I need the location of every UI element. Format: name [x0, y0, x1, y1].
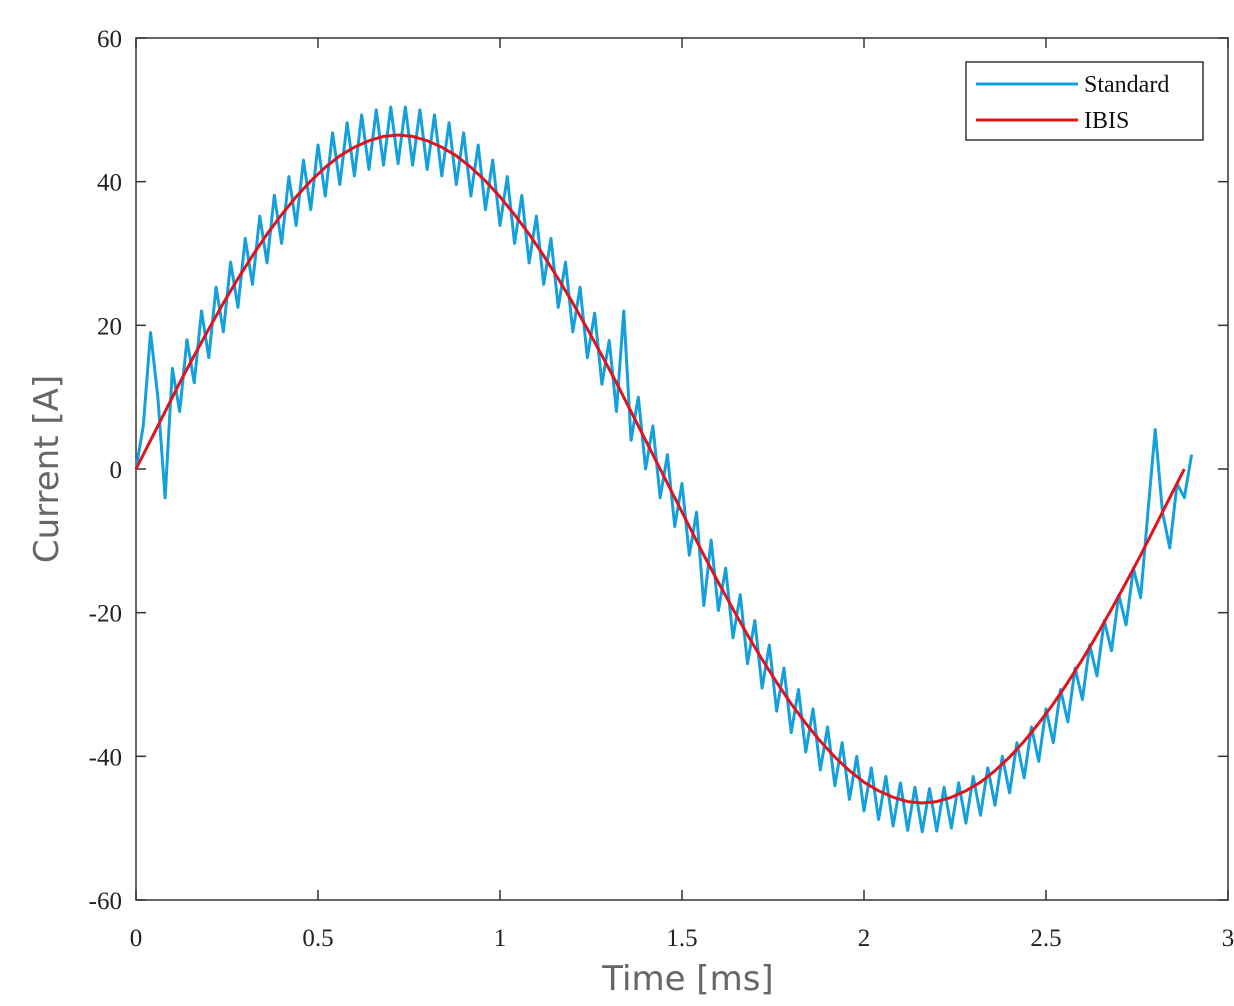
legend-box: [965, 61, 1204, 141]
x-tick-label: 1.5: [666, 925, 697, 952]
plot-frame: [135, 37, 1229, 901]
x-axis-label: Time [ms]: [601, 959, 773, 999]
legend-label: Standard: [1084, 72, 1169, 98]
series-line: [134, 105, 1194, 834]
x-tick-label: 3: [1222, 925, 1234, 952]
x-tick-label: 2.5: [1030, 925, 1061, 952]
series-line: [134, 133, 1186, 805]
x-tick-label: 0.5: [302, 925, 333, 952]
y-tick-label: -40: [89, 744, 122, 771]
y-axis-label: Current [A]: [27, 375, 67, 563]
y-tick-label: -60: [89, 888, 122, 915]
y-tick-label: 40: [97, 170, 122, 197]
y-tick-label: 0: [110, 457, 123, 484]
y-tick-label: 20: [97, 313, 122, 340]
y-tick-label: 60: [97, 26, 122, 53]
legend-label: IBIS: [1084, 108, 1129, 134]
y-tick-label: -20: [89, 601, 122, 628]
x-tick-label: 0: [130, 925, 143, 952]
x-tick-label: 2: [858, 925, 871, 952]
x-tick-label: 1: [494, 925, 507, 952]
